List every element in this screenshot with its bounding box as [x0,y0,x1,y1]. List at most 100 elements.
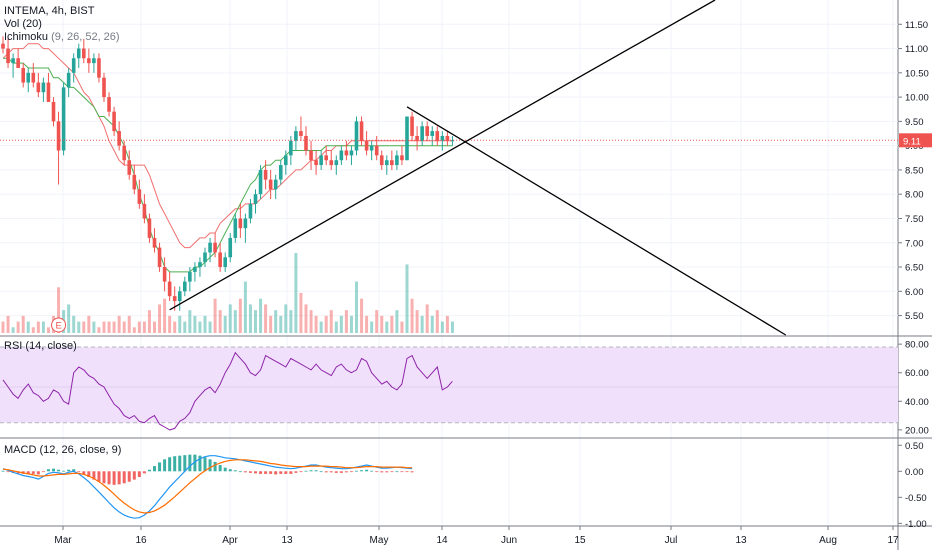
rsi-axis-label: 40.00 [905,397,929,408]
candle-body [379,155,384,166]
candle-body [112,111,116,132]
volume-bar [365,315,369,333]
candle-body [167,281,172,297]
macd-histogram-bar [218,465,222,472]
candle-body [183,281,187,292]
candle-body [142,203,147,219]
volume-bar [36,321,40,333]
macd-histogram-bar [309,470,313,472]
macd-histogram-bar [294,471,298,473]
macd-histogram-bar [355,470,358,472]
volume-bar [390,315,394,333]
macd-histogram-bar [334,471,338,473]
volume-bar [1,321,5,333]
candle-body [339,150,344,161]
candle-body [87,58,91,64]
volume-bar [107,321,111,333]
volume-bar [168,315,172,333]
volume-bar [87,315,91,333]
candle-body [369,145,374,151]
volume-bar [385,321,389,333]
macd-histogram-bar [223,467,227,472]
volume-bar [158,304,162,333]
candle-body [157,247,162,268]
time-axis-label: Jul [665,535,678,546]
candle-body [6,48,10,64]
volume-bar [16,321,20,333]
volume-name: Vol [4,18,20,30]
volume-bar [264,304,268,333]
volume-bar [380,315,384,333]
volume-bar [188,310,192,333]
macd-histogram-bar [390,471,394,473]
macd-histogram-bar [254,471,257,474]
candle-body [425,126,429,136]
macd-histogram-bar [82,471,86,475]
ichimoku-senkou-line [2,43,453,249]
volume-bar [213,298,217,333]
price-axis-label: 7.00 [905,238,924,249]
candle-body [71,58,76,73]
price-axis-label: 9.50 [905,117,924,128]
time-axis-label: May [370,535,389,546]
macd-histogram-bar [97,471,101,482]
macd-histogram-bar [173,456,177,472]
macd-histogram-bar [289,471,293,474]
macd-histogram-bar [153,466,156,472]
symbol-title: INTEMA, 4h, BIST [4,5,95,17]
macd-histogram-bar [198,455,202,472]
macd-legend: MACD (12, 26, close, 9) [4,444,121,457]
macd-params: (12, 26, close, 9) [39,444,122,456]
candle-body [289,140,293,156]
candle-body [56,121,61,151]
trendline-descending-resistance [406,106,787,336]
candle-body [238,218,243,229]
time-axis-label: 17 [887,535,899,546]
volume-bar [6,315,10,333]
macd-histogram-bar [77,471,81,473]
candle-body [410,116,414,136]
volume-bar [142,321,146,333]
volume-bar [218,310,222,333]
candle-body [374,145,379,156]
volume-bar [132,327,136,333]
volume-bar [279,315,283,333]
macd-histogram-bar [67,469,71,472]
price-axis-label: 5.50 [905,311,924,322]
candle-body [132,174,137,190]
last-price-tag [899,133,932,148]
macd-histogram-bar [344,471,348,473]
candle-body [1,43,5,49]
macd-histogram-bar [62,470,66,472]
price-axis-label: 11.50 [905,20,928,31]
macd-histogram-bar [178,455,182,472]
volume-bar [248,304,252,333]
candle-body [162,267,167,282]
candle-body [319,155,323,166]
macd-histogram-bar [52,468,55,472]
macd-histogram-bar [274,471,278,475]
candle-body [76,48,81,59]
candle-body [223,257,227,268]
volume-bar [122,321,126,333]
price-axis-label: 11.00 [905,44,928,55]
candle-body [324,155,328,161]
candle-body [198,262,202,268]
volume-bar [440,321,444,333]
macd-name: MACD [4,444,37,456]
volume-bar [304,304,308,333]
macd-histogram-bar [203,457,207,472]
time-axis-label: Mar [54,535,72,546]
volume-bar [41,321,45,333]
volume-bar [102,321,106,333]
time-axis-label: 13 [735,535,747,546]
macd-histogram-bar [41,471,45,473]
volume-bar [259,298,263,333]
macd-histogram-bar [264,471,268,474]
time-axis-label: 14 [436,535,448,546]
macd-histogram-bar [117,471,121,485]
volume-bar [21,315,25,333]
candle-body [390,160,394,166]
